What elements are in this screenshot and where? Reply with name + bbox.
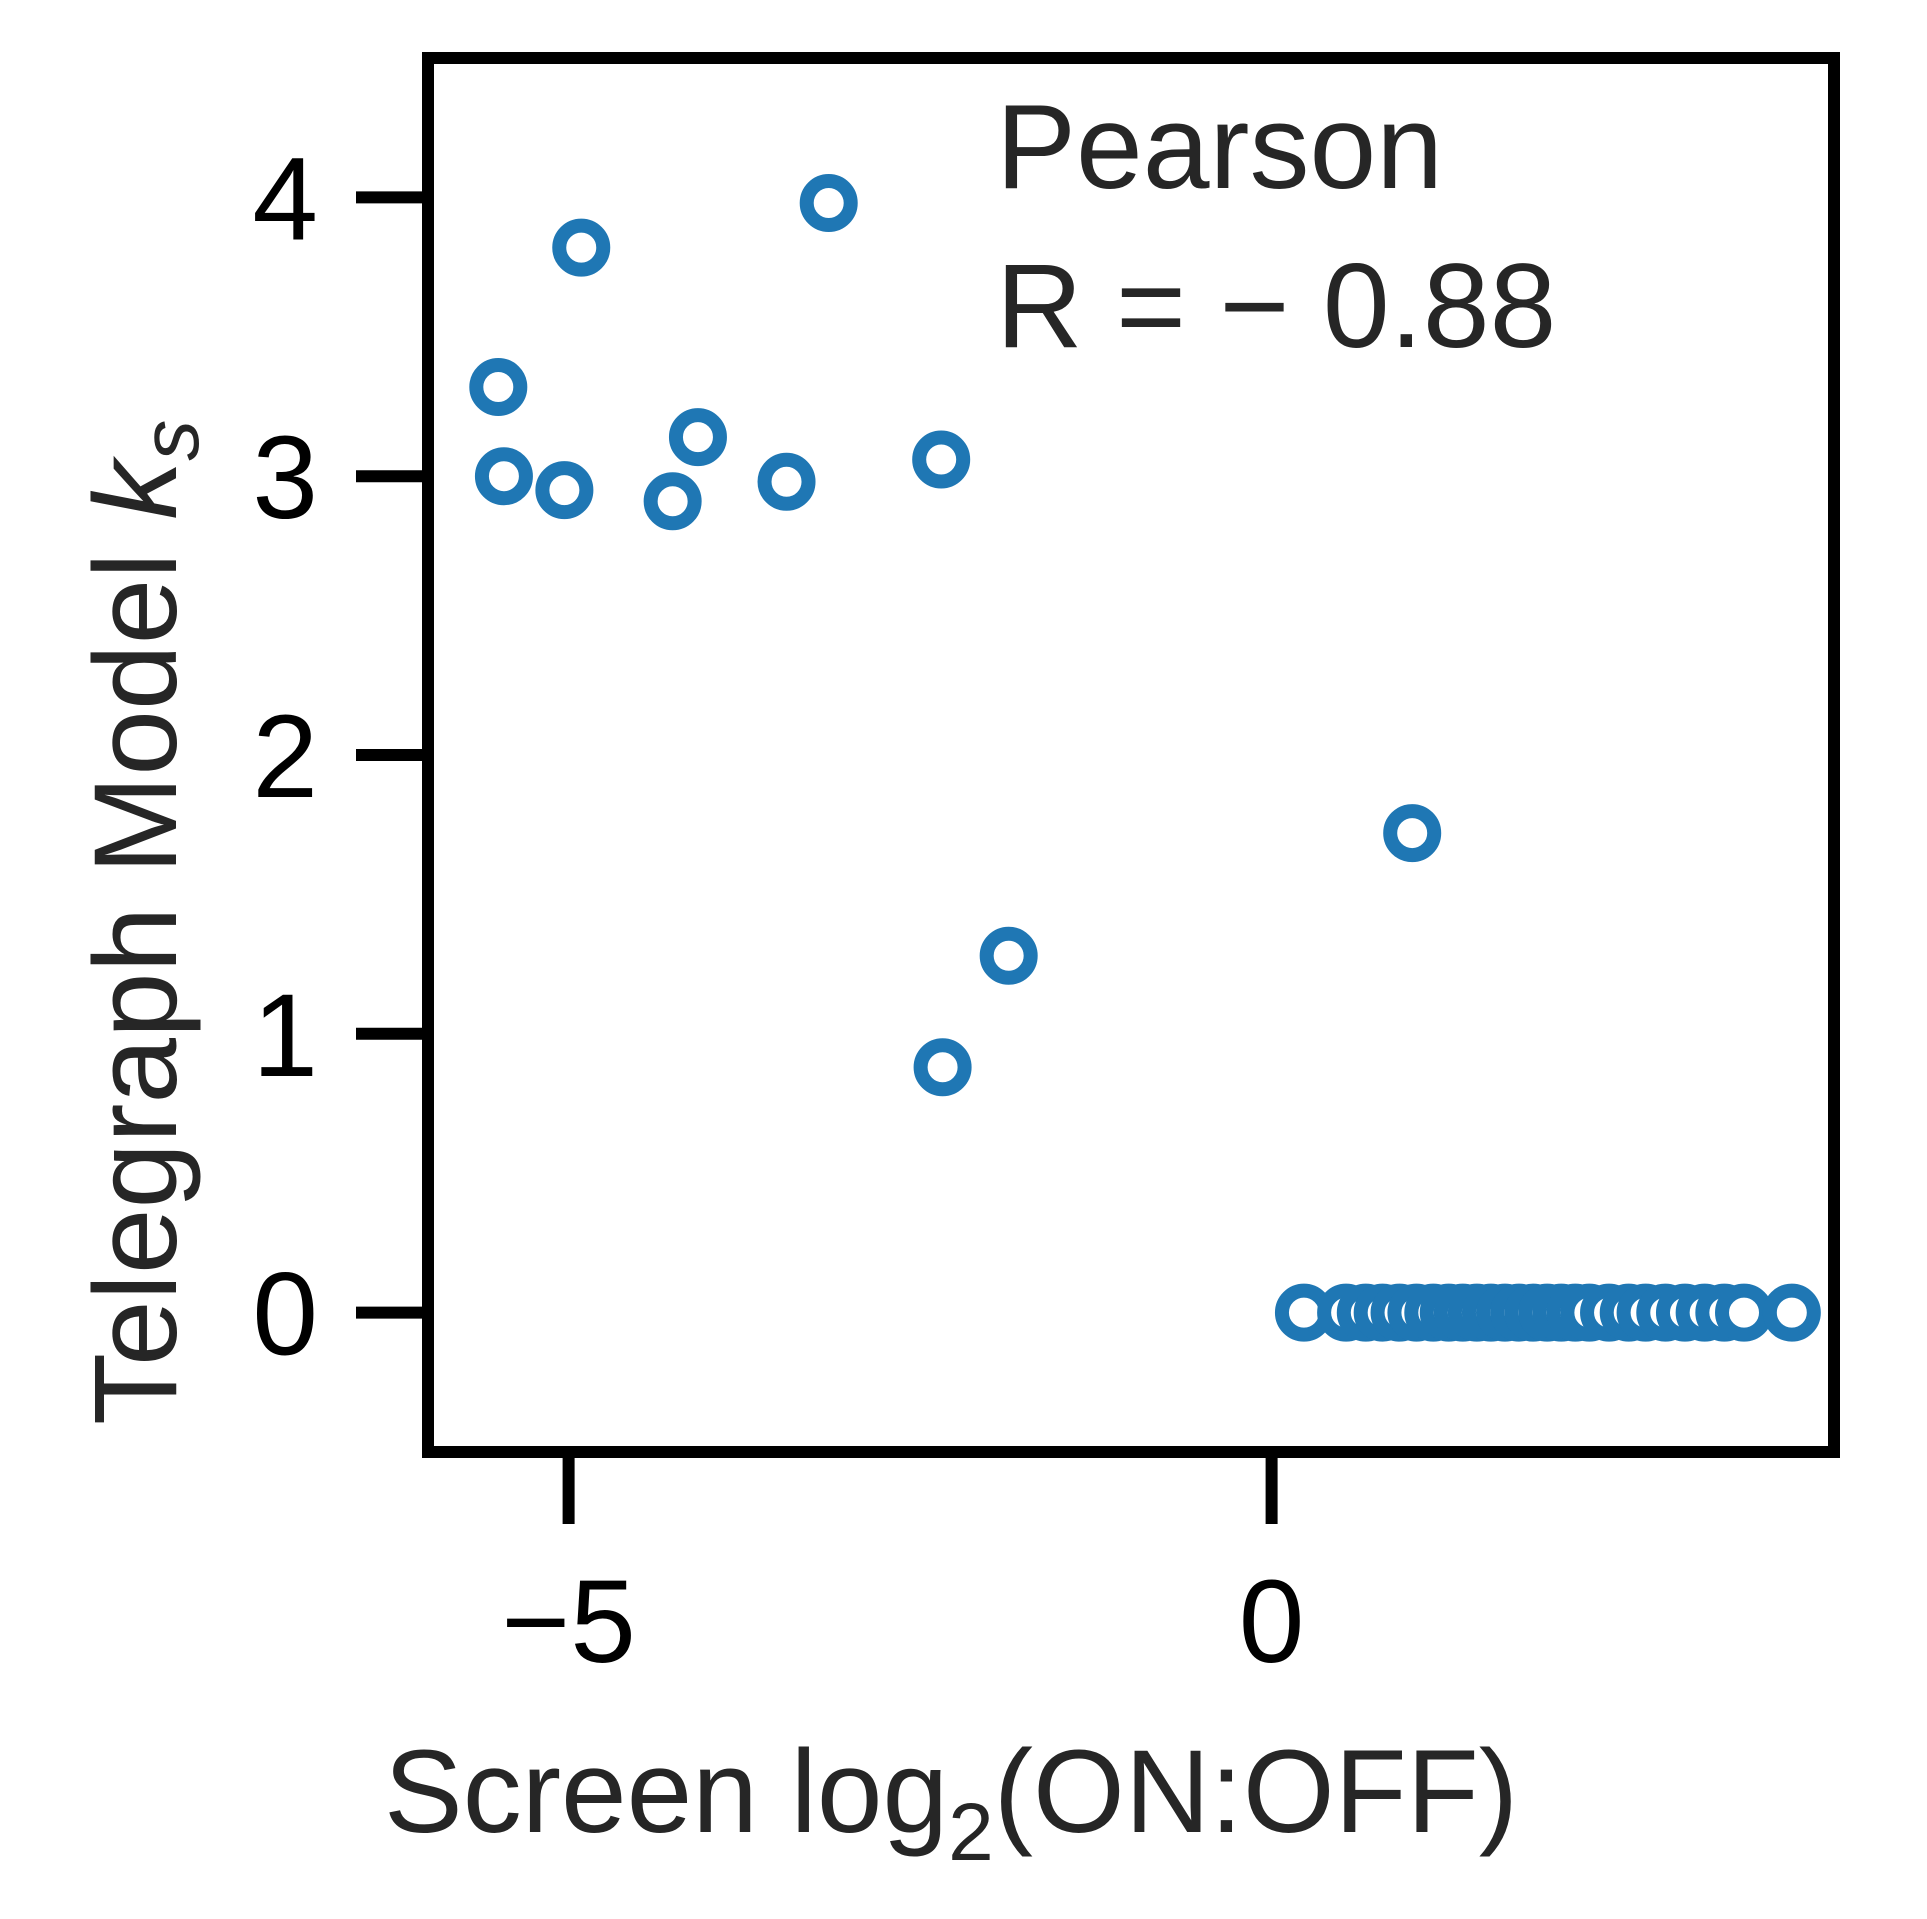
x-axis-label-rest: (ON:OFF) bbox=[994, 1726, 1518, 1858]
y-axis-label-sub: s bbox=[125, 420, 216, 461]
data-point bbox=[799, 173, 858, 232]
data-point bbox=[912, 430, 971, 489]
y-tick-label: 2 bbox=[252, 691, 318, 823]
y-tick-label: 1 bbox=[252, 970, 318, 1102]
x-axis-label: Screen log2(ON:OFF) bbox=[384, 1726, 1518, 1878]
y-tick-label: 4 bbox=[252, 133, 318, 265]
points-layer bbox=[469, 173, 1821, 1342]
data-point bbox=[552, 218, 611, 277]
data-point bbox=[757, 452, 816, 511]
data-point bbox=[913, 1038, 972, 1097]
x-tick-label: −5 bbox=[501, 1556, 636, 1688]
y-axis-label: Telegraph Model ks bbox=[70, 420, 216, 1425]
data-point bbox=[1383, 804, 1442, 863]
pearson-label: Pearson bbox=[996, 80, 1443, 214]
data-point bbox=[668, 408, 727, 467]
x-axis-label-sub: 2 bbox=[948, 1787, 994, 1878]
data-point bbox=[979, 926, 1038, 985]
y-tick-label: 0 bbox=[252, 1249, 318, 1381]
x-axis-label-main: Screen log bbox=[384, 1726, 948, 1858]
data-point bbox=[643, 472, 702, 531]
x-tick-label: 0 bbox=[1239, 1556, 1305, 1688]
y-axis-label-main: Telegraph Model bbox=[70, 520, 202, 1425]
y-tick-label: 3 bbox=[252, 412, 318, 544]
data-point bbox=[1762, 1283, 1821, 1342]
data-point bbox=[535, 461, 594, 520]
y-axis-label-italic: k bbox=[70, 456, 202, 520]
pearson-r-value: R = − 0.88 bbox=[996, 239, 1556, 373]
data-point bbox=[469, 357, 528, 416]
data-point bbox=[1715, 1283, 1774, 1342]
ticks-layer: −5 0 0 1 2 3 4 bbox=[252, 133, 1304, 1688]
data-point bbox=[474, 447, 533, 506]
